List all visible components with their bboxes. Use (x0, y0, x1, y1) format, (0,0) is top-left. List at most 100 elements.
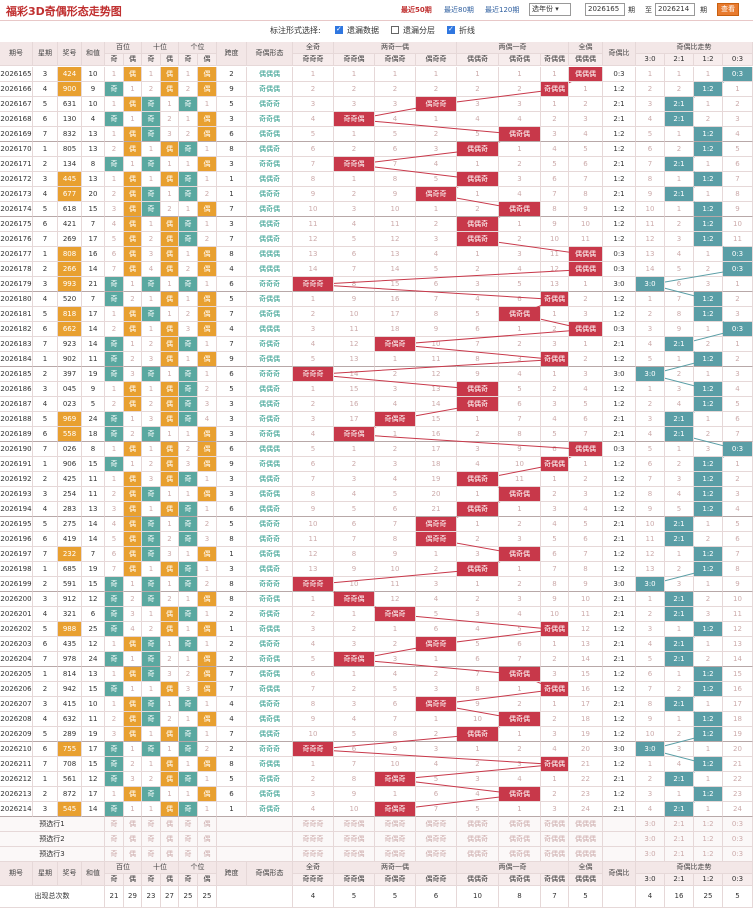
ratio-hit-marker: 2:1 (665, 652, 694, 667)
miss-count: 1 (142, 67, 161, 82)
query-button[interactable]: 查看 (717, 3, 739, 16)
miss-count: 1 (636, 292, 665, 307)
miss-count: 4 (293, 337, 334, 352)
miss-count: 1 (499, 142, 541, 157)
miss-count: 2 (142, 622, 161, 637)
miss-count: 12 (541, 262, 569, 277)
miss-count: 9 (636, 502, 665, 517)
miss-count: 3 (694, 442, 723, 457)
to-issue-input[interactable]: 2026214 (655, 3, 695, 16)
miss-count: 2 (293, 397, 334, 412)
col-subheader-shape: 奇奇奇 (293, 54, 334, 66)
miss-count: 2 (569, 292, 603, 307)
sum-cell: 11 (82, 352, 105, 367)
ratio-hit-marker: 0:3 (723, 67, 753, 82)
miss-count: 9 (499, 442, 541, 457)
week-cell: 6 (33, 217, 58, 232)
col-header-shape: 奇偶形态 (247, 42, 293, 66)
miss-count: 3 (457, 97, 499, 112)
issue-cell: 2026184 (0, 352, 33, 367)
miss-count: 8 (416, 307, 457, 322)
ratio-cell: 1:2 (603, 307, 636, 322)
shape-cell: 偶奇奇 (247, 187, 293, 202)
span-cell: 3 (217, 472, 247, 487)
miss-count: 1 (334, 607, 375, 622)
issue-cell: 2026166 (0, 82, 33, 97)
sum-cell: 14 (82, 337, 105, 352)
span-cell: 3 (217, 157, 247, 172)
parity-mark: 偶 (198, 652, 217, 667)
shape-cell: 偶奇奇 (247, 532, 293, 547)
miss-count: 1 (105, 97, 124, 112)
shape-hit-marker: 奇偶奇 (375, 607, 416, 622)
miss-count: 16 (375, 292, 416, 307)
miss-count: 2 (179, 667, 198, 682)
issue-cell: 2026188 (0, 412, 33, 427)
sum-cell: 5 (82, 397, 105, 412)
miss-count: 5 (636, 442, 665, 457)
parity-mark: 偶 (161, 67, 179, 82)
link-recent-120[interactable]: 最近120期 (485, 6, 520, 14)
miss-count: 1 (161, 97, 179, 112)
miss-count: 11 (569, 607, 603, 622)
miss-count: 5 (375, 487, 416, 502)
prize-number-cell: 923 (58, 337, 82, 352)
parity-mark: 奇 (179, 142, 198, 157)
miss-count: 7 (334, 532, 375, 547)
prize-number-cell: 023 (58, 397, 82, 412)
miss-count: 3 (142, 472, 161, 487)
ratio-cell: 1:2 (603, 487, 636, 502)
miss-count: 7 (105, 262, 124, 277)
week-cell: 5 (33, 202, 58, 217)
miss-count: 8 (293, 487, 334, 502)
miss-count: 2 (636, 397, 665, 412)
miss-count: 5 (457, 637, 499, 652)
miss-count: 3 (541, 502, 569, 517)
miss-count: 3 (457, 547, 499, 562)
miss-count: 12 (375, 232, 416, 247)
parity-mark: 偶 (198, 247, 217, 262)
options-label: 标注形式选择: (270, 26, 321, 35)
miss-count: 2 (105, 487, 124, 502)
shape-hit-marker: 奇偶偶 (541, 352, 569, 367)
parity-mark: 偶 (198, 592, 217, 607)
sum-cell: 13 (82, 172, 105, 187)
miss-count: 4 (416, 157, 457, 172)
ratio-cell: 2:1 (603, 337, 636, 352)
miss-count: 11 (636, 217, 665, 232)
parity-mark: 偶 (124, 217, 142, 232)
miss-count: 1 (569, 277, 603, 292)
parity-mark: 偶 (198, 547, 217, 562)
parity-mark: 偶 (161, 217, 179, 232)
miss-count: 4 (499, 262, 541, 277)
shape-hit-marker: 奇偶偶 (541, 292, 569, 307)
checkbox-missing-layer[interactable] (391, 26, 399, 34)
issue-cell: 2026177 (0, 247, 33, 262)
miss-count: 3 (416, 232, 457, 247)
miss-count: 6 (457, 652, 499, 667)
miss-count: 5 (416, 607, 457, 622)
shape-cell: 偶偶偶 (247, 262, 293, 277)
parity-mark: 偶 (198, 307, 217, 322)
checkbox-polyline[interactable] (447, 25, 455, 34)
ratio-cell: 2:1 (603, 427, 636, 442)
year-select[interactable]: 选年份 ▾ (529, 3, 571, 16)
link-recent-80[interactable]: 最近80期 (444, 6, 474, 14)
checkbox-missing-data[interactable] (335, 25, 343, 34)
ratio-cell: 0:3 (603, 322, 636, 337)
week-cell: 3 (33, 67, 58, 82)
span-cell: 7 (217, 202, 247, 217)
shape-cell: 奇奇偶 (247, 592, 293, 607)
miss-count: 1 (694, 637, 723, 652)
from-issue-input[interactable]: 2026165 (585, 3, 625, 16)
week-cell: 4 (33, 292, 58, 307)
miss-count: 3 (694, 607, 723, 622)
issue-cell: 2026167 (0, 97, 33, 112)
link-recent-50[interactable]: 最近50期 (401, 6, 432, 14)
ratio-cell: 2:1 (603, 412, 636, 427)
sum-cell: 9 (82, 82, 105, 97)
ratio-hit-marker: 3:0 (636, 742, 665, 757)
span-cell: 4 (217, 262, 247, 277)
shape-cell: 偶偶奇 (247, 502, 293, 517)
span-cell: 2 (217, 637, 247, 652)
